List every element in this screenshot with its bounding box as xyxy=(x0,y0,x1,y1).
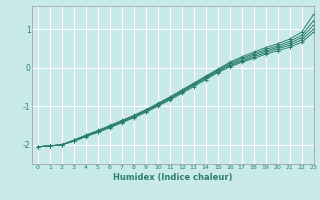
X-axis label: Humidex (Indice chaleur): Humidex (Indice chaleur) xyxy=(113,173,233,182)
